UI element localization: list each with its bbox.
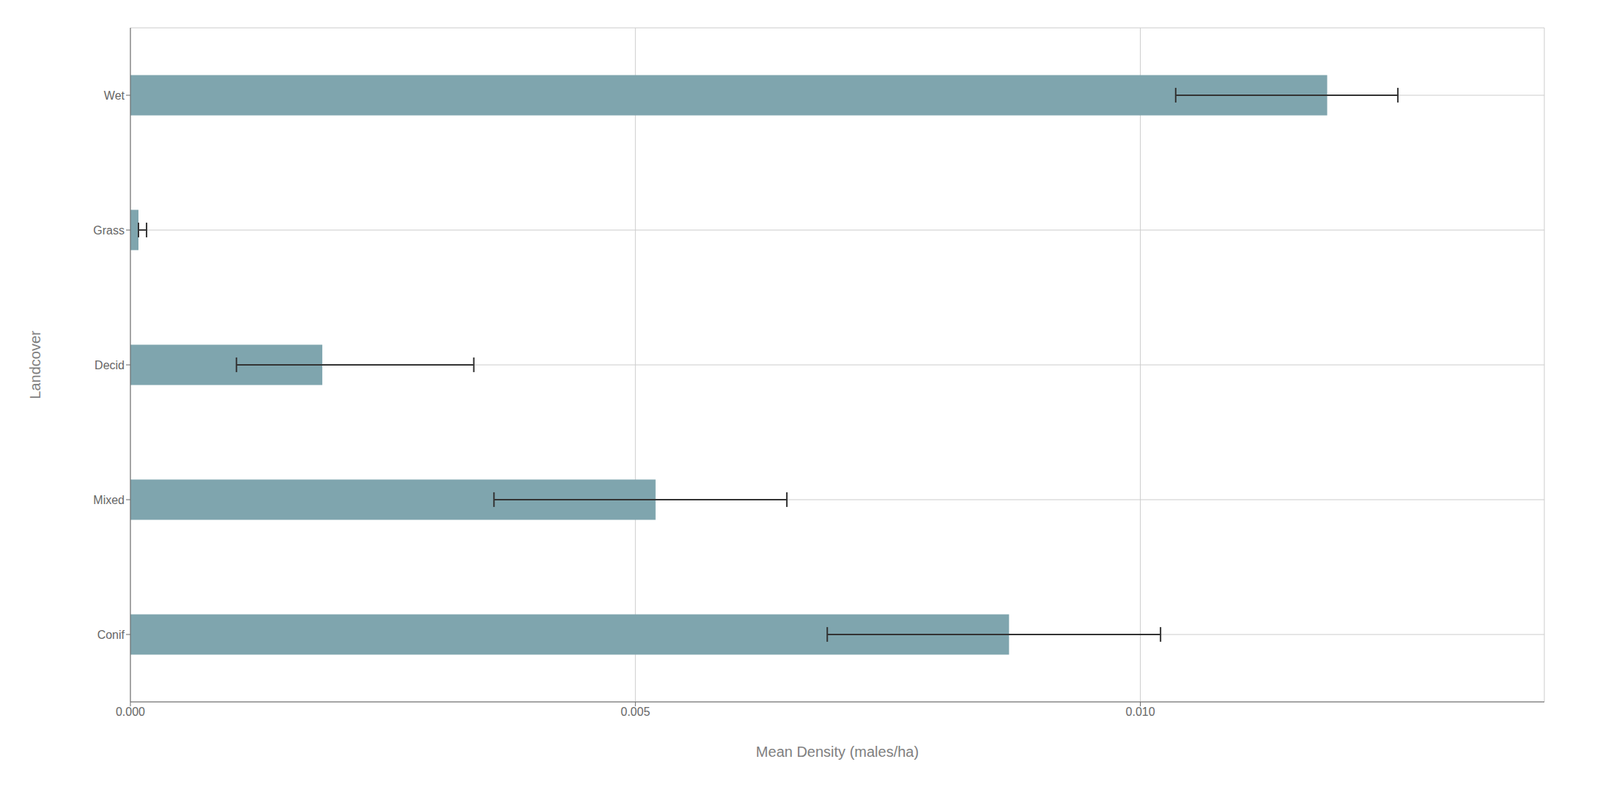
svg-text:Mean Density (males/ha): Mean Density (males/ha): [756, 743, 919, 760]
svg-text:Mixed: Mixed: [93, 493, 125, 507]
svg-text:0.000: 0.000: [115, 705, 146, 718]
svg-text:Grass: Grass: [93, 224, 125, 237]
svg-text:0.005: 0.005: [620, 705, 650, 718]
svg-text:Decid: Decid: [94, 358, 125, 372]
svg-text:Landcover: Landcover: [27, 330, 44, 400]
svg-text:0.010: 0.010: [1126, 705, 1156, 718]
svg-text:Conif: Conif: [97, 628, 126, 642]
svg-text:Wet: Wet: [104, 89, 126, 102]
